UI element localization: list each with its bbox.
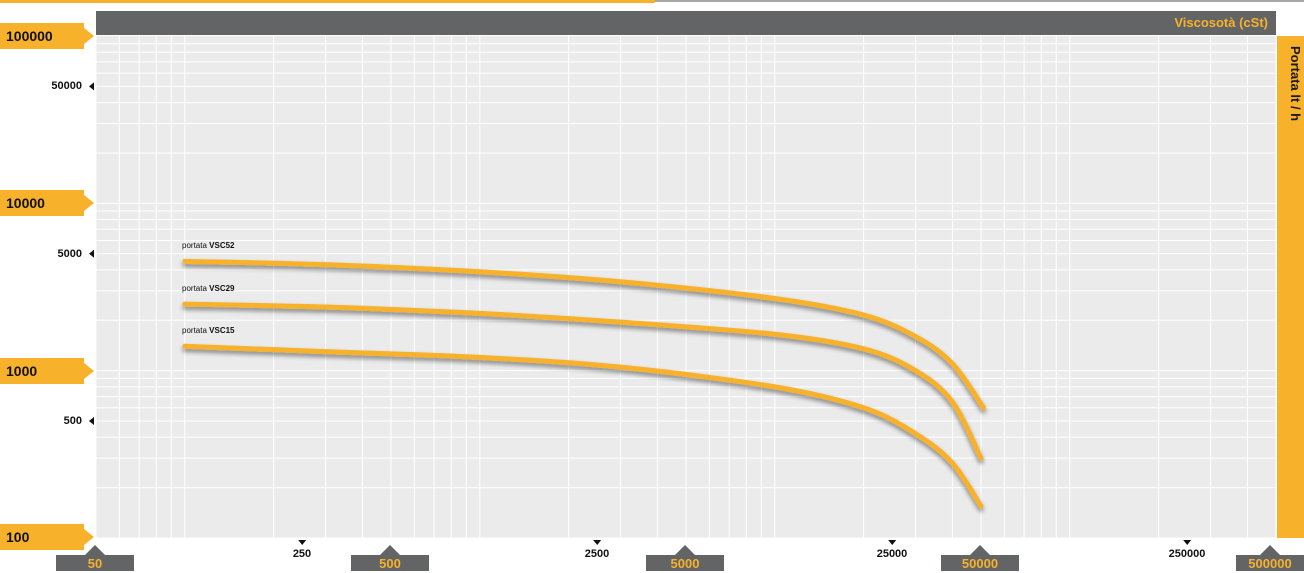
x-major-tick-label: 50 <box>56 545 134 571</box>
series-label-prefix: portata <box>182 326 210 335</box>
y-minor-tick-marker <box>89 417 94 426</box>
series-label-name: VSC52 <box>209 241 235 250</box>
x-minor-tick-label: 25000 <box>876 548 908 560</box>
series-label-vsc15: portata VSC15 <box>182 326 235 336</box>
series-label-prefix: portata <box>182 284 210 293</box>
series-label-vsc52: portata VSC52 <box>182 241 235 251</box>
x-minor-tick-label: 2500 <box>584 548 610 560</box>
y-minor-tick-marker <box>89 82 94 91</box>
y-minor-tick-label: 5000 <box>57 248 82 260</box>
side-bar: Portata lt / h <box>1277 36 1304 538</box>
series-line-vsc52 <box>182 258 987 411</box>
series-label-name: VSC15 <box>209 326 235 335</box>
x-minor-tick-label: 250 <box>292 548 312 560</box>
x-major-tick-label: 50000 <box>941 545 1019 571</box>
series-line-vsc29 <box>182 301 984 461</box>
x-minor-tick-label: 250000 <box>1168 548 1206 560</box>
y-minor-tick-marker <box>89 249 94 258</box>
x-major-tick-label: 500 <box>351 545 429 571</box>
top-rule-gray <box>655 0 1304 2</box>
y-major-tick-label: 100 <box>0 524 94 550</box>
y-axis-title: Portata lt / h <box>1288 46 1303 122</box>
series-label-name: VSC29 <box>209 284 235 293</box>
x-minor-tick-marker <box>298 540 307 545</box>
top-rule-orange <box>0 0 655 3</box>
y-major-tick-label: 100000 <box>0 23 94 49</box>
y-major-tick-label: 1000 <box>0 358 94 384</box>
tick-markers <box>89 82 1192 545</box>
series-label-prefix: portata <box>182 241 210 250</box>
x-minor-tick-marker <box>1183 540 1192 545</box>
x-axis-title: Viscosotà (cSt) <box>1174 15 1268 30</box>
series-lines <box>182 258 987 509</box>
y-minor-tick-label: 50000 <box>51 80 82 92</box>
y-minor-tick-label: 500 <box>63 415 82 427</box>
header-bar: Viscosotà (cSt) <box>96 11 1276 35</box>
y-major-tick-label: 10000 <box>0 190 94 216</box>
series-line-vsc15 <box>182 343 984 509</box>
x-minor-tick-marker <box>888 540 897 545</box>
x-major-tick-label: 500000 <box>1236 545 1304 571</box>
series-label-vsc29: portata VSC29 <box>182 284 235 294</box>
grid-lines <box>95 36 1277 539</box>
x-major-tick-label: 5000 <box>646 545 724 571</box>
x-minor-tick-marker <box>593 540 602 545</box>
